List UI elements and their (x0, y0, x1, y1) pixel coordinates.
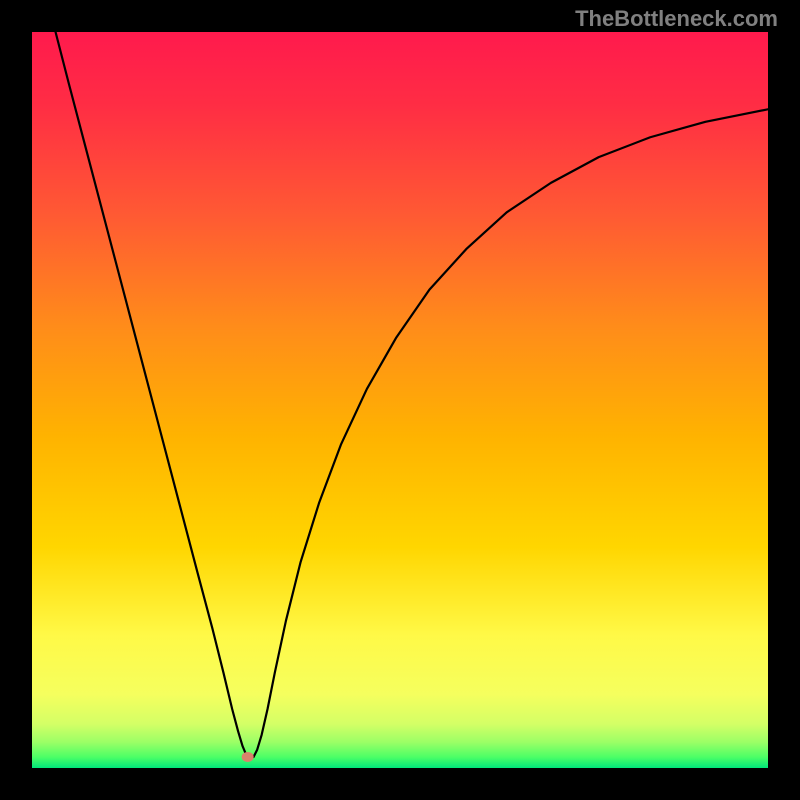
plot-area (32, 32, 768, 768)
watermark-text: TheBottleneck.com (575, 6, 778, 32)
minimum-marker (242, 752, 254, 762)
gradient-background (32, 32, 768, 768)
chart-svg (32, 32, 768, 768)
chart-frame: TheBottleneck.com (0, 0, 800, 800)
